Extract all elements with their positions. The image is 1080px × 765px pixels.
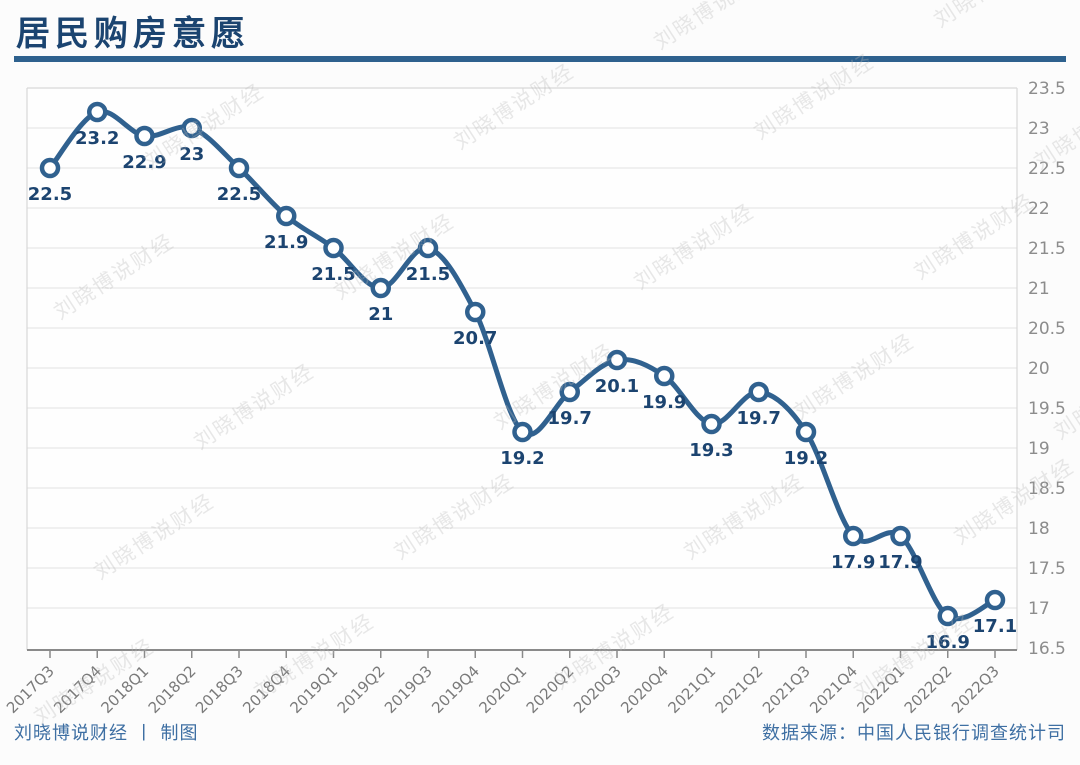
data-point-label: 17.9 — [831, 552, 875, 573]
x-tick-label: 2019Q2 — [334, 662, 389, 717]
data-point-label: 22.5 — [28, 184, 72, 205]
data-point-marker — [984, 589, 1006, 611]
x-tick-label: 2020Q1 — [476, 662, 531, 717]
x-tick-label: 2018Q2 — [145, 662, 200, 717]
y-tick-label: 22.5 — [1028, 159, 1066, 179]
data-point-marker — [512, 421, 533, 443]
y-tick-label: 17.5 — [1028, 559, 1066, 579]
data-point-label: 20.7 — [453, 328, 497, 349]
data-point-marker — [937, 605, 958, 627]
data-point-label: 19.2 — [784, 448, 828, 469]
x-tick-label: 2019Q4 — [428, 662, 483, 717]
y-tick-label: 19.5 — [1028, 399, 1066, 419]
y-tick-label: 16.5 — [1028, 639, 1066, 659]
data-point-marker — [39, 157, 61, 179]
footer-source: 数据来源：中国人民银行调查统计司 — [762, 723, 1066, 744]
data-point-label: 21.9 — [264, 232, 308, 253]
data-point-label: 17.9 — [878, 552, 922, 573]
data-point-label: 19.9 — [642, 392, 686, 413]
y-tick-label: 23 — [1028, 119, 1050, 139]
data-point-label: 23.2 — [75, 128, 119, 149]
data-point-marker — [87, 101, 108, 123]
data-point-marker — [417, 237, 439, 259]
data-point-marker — [890, 525, 911, 547]
data-point-label: 21.5 — [311, 264, 355, 285]
x-tick-label: 2018Q3 — [192, 662, 247, 717]
data-point-label: 19.7 — [548, 408, 592, 429]
plot-area — [27, 88, 1017, 650]
data-point-label: 21 — [368, 304, 393, 325]
y-tick-label: 18 — [1028, 519, 1050, 539]
data-point-marker — [134, 125, 155, 147]
x-tick-label: 2021Q2 — [712, 662, 767, 717]
data-point-label: 19.7 — [737, 408, 781, 429]
data-point-marker — [843, 525, 864, 547]
x-tick-label: 2020Q4 — [617, 662, 672, 717]
page-title: 居民购房意愿 — [16, 14, 250, 54]
data-point-marker — [748, 381, 769, 403]
y-tick-label: 20 — [1028, 359, 1050, 379]
data-point-label: 21.5 — [406, 264, 450, 285]
data-point-marker — [559, 381, 580, 403]
y-tick-label: 21 — [1028, 279, 1050, 299]
data-point-marker — [228, 157, 250, 179]
data-point-marker — [276, 205, 297, 227]
data-point-marker — [323, 237, 344, 259]
data-point-label: 16.9 — [926, 632, 970, 653]
title-underline — [14, 56, 1066, 62]
y-tick-label: 21.5 — [1028, 239, 1066, 259]
data-point-marker — [370, 277, 391, 299]
y-tick-label: 23.5 — [1028, 79, 1066, 99]
watermark-text: 刘晓博说财经 — [650, 0, 779, 54]
data-point-marker — [465, 301, 486, 323]
x-tick-label: 2021Q3 — [759, 662, 814, 717]
x-tick-label: 2019Q3 — [381, 662, 436, 717]
footer-credit: 刘晓博说财经 丨 制图 — [14, 723, 199, 744]
data-point-label: 22.9 — [122, 152, 166, 173]
data-point-marker — [606, 349, 628, 371]
watermark-text: 刘晓博说财经 — [1050, 349, 1080, 444]
data-point-label: 19.2 — [500, 448, 544, 469]
data-point-marker — [701, 413, 722, 435]
data-point-label: 17.1 — [973, 616, 1017, 637]
data-point-marker — [654, 365, 675, 387]
data-point-label: 19.3 — [689, 440, 733, 461]
data-point-label: 22.5 — [217, 184, 261, 205]
x-tick-label: 2021Q1 — [665, 662, 720, 717]
y-tick-label: 17 — [1028, 599, 1050, 619]
x-tick-label: 2022Q3 — [948, 662, 1003, 717]
y-tick-label: 22 — [1028, 199, 1050, 219]
data-point-label: 23 — [179, 144, 204, 165]
data-point-label: 20.1 — [595, 376, 639, 397]
data-point-marker — [795, 421, 817, 443]
y-tick-label: 19 — [1028, 439, 1050, 459]
watermark-text: 刘晓博说财经 — [930, 0, 1059, 32]
data-point-marker — [181, 117, 202, 139]
y-tick-label: 20.5 — [1028, 319, 1066, 339]
y-tick-label: 18.5 — [1028, 479, 1066, 499]
